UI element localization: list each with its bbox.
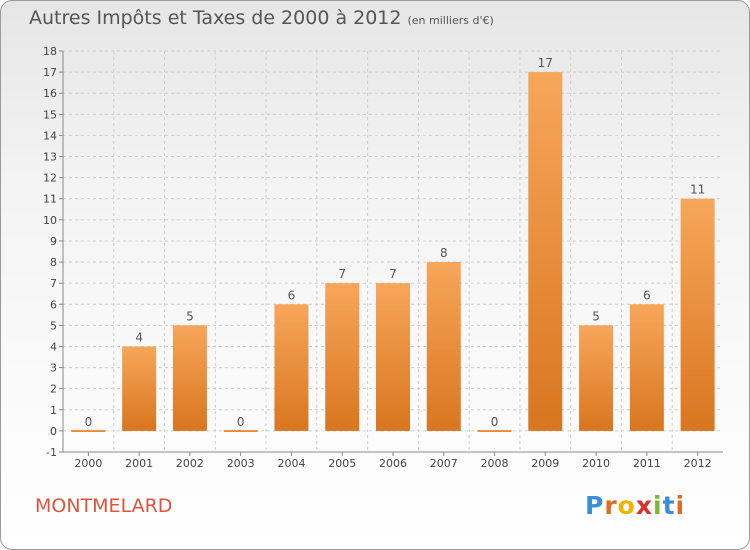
x-tick-label: 2005: [328, 457, 356, 470]
y-tick-label: 0: [50, 425, 57, 438]
y-tick-label: 13: [43, 151, 57, 164]
y-tick-label: 17: [43, 66, 57, 79]
y-tick-label: 12: [43, 172, 57, 185]
bar-2002: [172, 325, 207, 431]
y-tick-label: 16: [43, 87, 57, 100]
logo-letter: o: [617, 491, 636, 520]
label-layer: 0 4 5 0 6 7 7 8 0 17 5 6 11: [85, 56, 706, 429]
x-tick-label: 2000: [74, 457, 102, 470]
data-label: 0: [491, 415, 499, 429]
y-tick-label: 10: [43, 214, 57, 227]
x-tick-label: 2008: [481, 457, 509, 470]
y-tick-label: 5: [50, 319, 57, 332]
bar-2000: [71, 429, 106, 432]
logo-letter: r: [604, 491, 618, 520]
y-tick-label: 9: [50, 235, 57, 248]
bar-2010: [579, 325, 614, 431]
data-label: 7: [389, 267, 397, 281]
x-tick-label: 2003: [227, 457, 255, 470]
data-label: 5: [186, 309, 194, 323]
data-label: 17: [538, 56, 553, 70]
bar-2011: [629, 304, 664, 431]
chart-subtitle: (en milliers d'€): [407, 14, 494, 27]
x-tick-label: 2009: [531, 457, 559, 470]
data-label: 0: [85, 415, 93, 429]
logo-letter: t: [662, 491, 676, 520]
data-label: 8: [440, 246, 448, 260]
x-tick-label: 2012: [684, 457, 712, 470]
bar-2001: [122, 346, 157, 431]
data-label: 4: [135, 330, 143, 344]
y-tick-label: 14: [43, 129, 57, 142]
logo-letter: i: [653, 491, 663, 520]
y-tick-label: 15: [43, 108, 57, 121]
x-tick-label: 2007: [430, 457, 458, 470]
bar-layer: [71, 72, 715, 432]
bar-2005: [325, 283, 360, 431]
data-label: 11: [690, 183, 705, 197]
title-text: Autres Impôts et Taxes de 2000 à 2012: [29, 7, 402, 29]
bar-2004: [274, 304, 309, 431]
x-tick-label: 2002: [176, 457, 204, 470]
y-tick-label: 2: [50, 383, 57, 396]
city-name: MONTMELARD: [35, 495, 173, 517]
x-tick-label: 2011: [633, 457, 661, 470]
data-label: 6: [288, 288, 296, 302]
y-tick-label: 7: [50, 277, 57, 290]
y-tick-label: 6: [50, 298, 57, 311]
y-tick-label: 11: [43, 193, 57, 206]
y-tick-label: 1: [50, 404, 57, 417]
x-tick-label: 2001: [125, 457, 153, 470]
x-tick-label: 2010: [582, 457, 610, 470]
bar-2007: [426, 262, 461, 431]
logo-letter: x: [635, 491, 653, 520]
bar-2006: [376, 283, 410, 431]
x-tick-label: 2006: [379, 457, 407, 470]
data-label: 5: [592, 309, 600, 323]
chart-title: Autres Impôts et Taxes de 2000 à 2012 (en…: [29, 7, 494, 29]
x-tick-label: 2004: [277, 457, 305, 470]
y-tick-label: 18: [43, 45, 57, 58]
y-tick-label: 4: [50, 340, 57, 353]
logo-letter: i: [675, 491, 686, 520]
data-label: 6: [643, 288, 651, 302]
y-tick-label: 3: [50, 362, 57, 375]
y-tick-label: -1: [46, 446, 57, 459]
logo-letter: P: [585, 491, 605, 520]
data-label: 7: [338, 267, 346, 281]
bar-2009: [528, 72, 563, 431]
bar-2012: [680, 198, 715, 431]
y-tick-label: 8: [50, 256, 57, 269]
bar-2008: [477, 429, 512, 432]
data-label: 0: [237, 415, 245, 429]
bar-2003: [223, 429, 258, 432]
proxiti-logo[interactable]: Proxiti: [585, 491, 685, 520]
